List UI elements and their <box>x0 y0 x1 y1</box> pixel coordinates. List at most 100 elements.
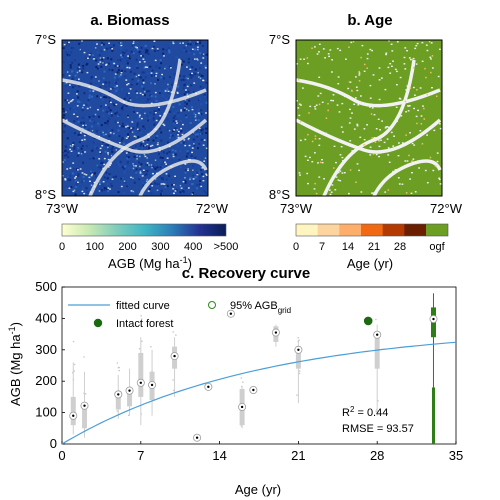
grid-point-center <box>139 381 142 384</box>
biomass-pixel <box>154 178 157 180</box>
biomass-pixel <box>98 158 101 160</box>
biomass-pixel <box>140 172 142 175</box>
biomass-pixel <box>83 173 86 175</box>
age-pixel <box>296 63 298 65</box>
r2-stat: R2 = 0.44 <box>342 405 388 419</box>
biomass-pixel <box>143 71 146 74</box>
age-pixel <box>416 89 418 91</box>
biomass-pixel <box>65 111 67 113</box>
biomass-pixel <box>85 174 88 176</box>
biomass-pixel <box>156 135 159 137</box>
biomass-pixel <box>127 136 130 139</box>
biomass-pixel <box>64 84 67 87</box>
biomass-pixel <box>90 184 93 186</box>
biomass-pixel <box>122 166 124 169</box>
biomass-pixel <box>133 131 135 134</box>
biomass-pixel <box>141 93 144 96</box>
outlier-point <box>375 410 377 413</box>
biomass-pixel <box>177 134 179 136</box>
biomass-pixel <box>184 105 187 108</box>
biomass-pixel <box>97 109 99 111</box>
biomass-pixel <box>135 165 137 167</box>
biomass-pixel <box>158 67 161 69</box>
age-pixel <box>409 178 411 180</box>
biomass-pixel <box>185 77 188 80</box>
biomass-pixel <box>174 127 177 130</box>
biomass-pixel <box>155 136 158 139</box>
age-pixel <box>390 43 393 45</box>
biomass-pixel <box>149 111 152 114</box>
biomass-pixel <box>178 103 181 106</box>
biomass-pixel <box>79 133 82 136</box>
y-tick-label: 400 <box>35 310 57 325</box>
biomass-pixel <box>70 51 73 54</box>
biomass-pixel <box>149 185 152 188</box>
age-pixel <box>329 193 332 196</box>
biomass-pixel <box>158 106 160 108</box>
age-pixel <box>336 104 339 106</box>
biomass-pixel <box>127 83 130 85</box>
biomass-pixel <box>74 193 77 196</box>
biomass-pixel <box>185 91 188 94</box>
biomass-pixel <box>82 64 85 67</box>
biomass-pixel <box>121 65 123 68</box>
biomass-pixel <box>142 58 145 60</box>
biomass-pixel <box>136 155 138 157</box>
biomass-pixel <box>73 85 76 88</box>
biomass-map-frame <box>62 40 208 196</box>
biomass-pixel <box>77 175 80 177</box>
biomass-pixel <box>77 147 80 149</box>
age-pixel <box>345 58 347 60</box>
biomass-pixel <box>165 173 168 175</box>
biomass-pixel <box>132 163 134 165</box>
biomass-pixel <box>163 55 165 57</box>
biomass-pixel <box>62 161 64 163</box>
biomass-pixel <box>177 85 179 88</box>
biomass-pixel <box>154 83 156 85</box>
age-pixel <box>358 70 360 73</box>
age-pixel <box>393 147 395 149</box>
biomass-pixel <box>108 81 111 84</box>
age-pixel <box>358 74 361 76</box>
biomass-pixel <box>94 113 97 116</box>
biomass-pixel <box>150 183 152 185</box>
biomass-pixel <box>201 173 204 176</box>
biomass-pixel <box>99 187 102 190</box>
biomass-pixel <box>100 96 102 99</box>
biomass-pixel <box>198 142 201 145</box>
biomass-pixel <box>104 57 107 60</box>
biomass-pixel <box>122 151 125 154</box>
biomass-pixel <box>168 50 171 53</box>
age-pixel <box>302 87 304 89</box>
biomass-pixel <box>73 147 76 150</box>
age-pixel <box>331 184 334 186</box>
biomass-pixel <box>120 150 123 152</box>
age-pixel <box>386 138 389 140</box>
age-pixel <box>390 131 393 134</box>
age-pixel <box>328 189 331 191</box>
biomass-pixel <box>99 183 101 185</box>
age-pixel <box>366 67 368 69</box>
biomass-pixel <box>156 185 159 187</box>
biomass-pixel <box>89 180 91 182</box>
age-pixel <box>436 95 438 97</box>
biomass-pixel <box>184 180 187 183</box>
biomass-pixel <box>205 112 207 114</box>
age-pixel <box>371 49 373 52</box>
biomass-pixel <box>114 65 117 68</box>
biomass-pixel <box>114 109 117 112</box>
biomass-pixel <box>184 99 187 101</box>
biomass-pixel <box>141 147 144 150</box>
age-pixel <box>414 94 416 96</box>
biomass-pixel <box>74 59 76 62</box>
age-pixel <box>421 60 424 62</box>
age-pixel <box>404 160 407 162</box>
biomass-pixel <box>127 133 130 136</box>
biomass-pixel <box>176 121 179 124</box>
biomass-pixel <box>71 70 73 73</box>
biomass-pixel <box>126 62 129 65</box>
biomass-pixel <box>86 116 89 119</box>
biomass-pixel <box>147 133 149 135</box>
biomass-pixel <box>192 138 195 141</box>
biomass-pixel <box>82 124 84 127</box>
